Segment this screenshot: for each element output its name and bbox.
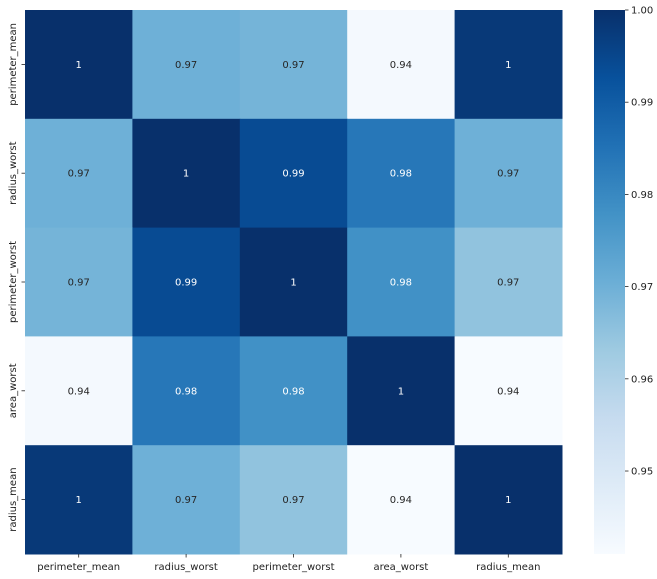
x-axis: perimeter_mean radius_worst perimeter_wors… [37,554,540,573]
heatmap-cell-r4-c0 [25,445,133,555]
cell-annotation-r3-c4: 0.94 [497,386,519,397]
heatmap-cell-r0-c3 [347,10,456,120]
y-tick-label: perimeter_worst [8,241,19,323]
heatmap-cell-r0-c0 [25,10,133,120]
y-tick-label: radius_worst [8,141,19,205]
cell-annotation-r3-c1: 0.98 [175,386,197,397]
heatmap-cell-r3-c2 [239,336,348,446]
cell-annotation-r0-c0: 1 [76,60,82,71]
colorbar-tick-label: 0.98 [631,190,653,201]
colorbar-gradient [594,10,625,554]
heatmap-cell-r0-c2 [239,10,348,120]
colorbar: 0.95 0.96 0.97 0.98 0.99 1.00 [594,6,653,554]
x-tick-label: radius_worst [154,562,218,573]
heatmap-cell-r4-c2 [239,445,348,555]
cell-annotation-r1-c1: 1 [183,169,189,180]
cell-annotation-r0-c4: 1 [505,60,511,71]
cell-annotation-r3-c2: 0.98 [282,386,304,397]
heatmap-cell-r1-c1 [132,118,241,229]
colorbar-tick-label: 0.96 [631,374,653,385]
colorbar-tick-label: 0.95 [631,467,653,478]
heatmap-cell-r2-c1 [132,227,241,337]
cell-annotation-r0-c1: 0.97 [175,60,197,71]
heatmap-cell-r0-c1 [132,10,241,120]
cell-annotation-r3-c3: 1 [398,386,404,397]
cell-annotation-r4-c4: 1 [505,495,511,506]
y-tick-label: perimeter_mean [8,23,19,106]
colorbar-tick-label: 0.99 [631,98,653,109]
heatmap-cell-r2-c0 [25,227,133,337]
cell-annotation-r4-c0: 1 [76,495,82,506]
x-tick-label: perimeter_mean [37,562,120,573]
cell-annotation-r4-c3: 0.94 [390,495,412,506]
cell-annotation-r1-c3: 0.98 [390,169,412,180]
heatmap-cell-r2-c3 [347,227,456,337]
heatmap-cell-r0-c4 [454,10,563,120]
heatmap-cell-r3-c0 [25,336,133,446]
cell-annotation-r0-c3: 0.94 [390,60,412,71]
x-tick-label: perimeter_worst [252,562,334,573]
heatmap-cell-r3-c4 [454,336,563,446]
cell-annotation-r2-c2: 1 [290,278,296,289]
cell-annotation-r2-c1: 0.99 [175,278,197,289]
colorbar-tick-label: 0.97 [631,282,653,293]
cell-annotation-r4-c1: 0.97 [175,495,197,506]
colorbar-tick-label: 1.00 [631,6,653,17]
heatmap-cell-r3-c1 [132,336,241,446]
cell-annotation-r3-c0: 0.94 [68,386,90,397]
y-tick-label: area_worst [8,363,19,418]
cell-annotation-r1-c4: 0.97 [497,169,519,180]
heatmap-cell-r1-c3 [347,118,456,229]
heatmap-cells [25,10,563,555]
y-tick-label: radius_mean [8,467,19,531]
cell-annotation-r1-c2: 0.99 [282,169,304,180]
heatmap-annotations: 1 0.97 0.97 0.94 1 0.97 1 0.99 0.98 0.97 0.97 0.99 1… [68,60,520,506]
cell-annotation-r2-c4: 0.97 [497,278,519,289]
heatmap-cell-r2-c4 [454,227,563,337]
x-tick-label: radius_mean [476,562,540,573]
heatmap-cell-r3-c3 [347,336,456,446]
heatmap-cell-r4-c3 [347,445,456,555]
y-axis: perimeter_mean radius_worst perimeter_wors… [8,23,25,532]
heatmap-cell-r1-c4 [454,118,563,229]
x-tick-label: area_worst [373,562,428,573]
heatmap-cell-r4-c1 [132,445,241,555]
heatmap-cell-r1-c0 [25,118,133,229]
heatmap-cell-r1-c2 [239,118,348,229]
cell-annotation-r0-c2: 0.97 [282,60,304,71]
cell-annotation-r2-c0: 0.97 [68,278,90,289]
cell-annotation-r1-c0: 0.97 [68,169,90,180]
heatmap-cell-r2-c2 [239,227,348,337]
cell-annotation-r4-c2: 0.97 [282,495,304,506]
cell-annotation-r2-c3: 0.98 [390,278,412,289]
heatmap-cell-r4-c4 [454,445,563,555]
colorbar-ticks: 0.95 0.96 0.97 0.98 0.99 1.00 [625,6,653,478]
